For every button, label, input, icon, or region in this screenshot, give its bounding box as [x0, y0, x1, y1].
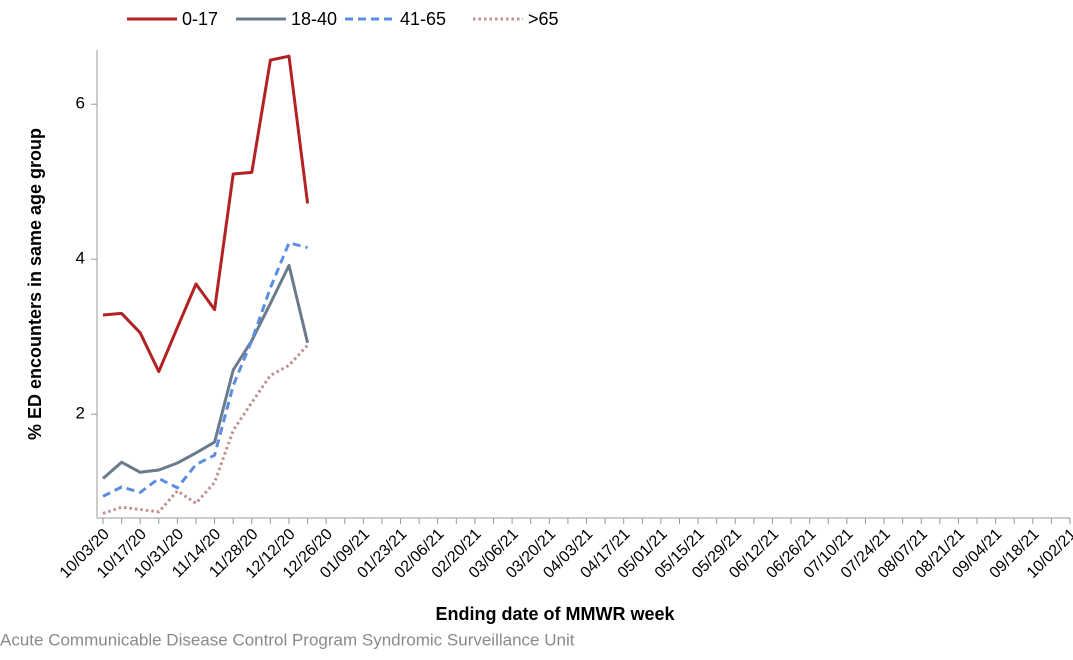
series-line — [102, 344, 309, 515]
series-line — [102, 263, 310, 480]
y-tick-label: 6 — [76, 94, 85, 113]
series-line — [102, 241, 308, 498]
y-tick-label: 4 — [76, 249, 85, 268]
legend-label: 18-40 — [291, 9, 337, 29]
legend-label: 41-65 — [400, 9, 446, 29]
y-tick-label: 2 — [76, 404, 85, 423]
source-note: Acute Communicable Disease Control Progr… — [0, 630, 575, 649]
legend-label: >65 — [528, 9, 559, 29]
x-axis-title: Ending date of MMWR week — [435, 604, 675, 624]
y-axis-title: % ED encounters in same age group — [25, 128, 45, 440]
legend-label: 0-17 — [182, 9, 218, 29]
series-line — [102, 54, 310, 374]
